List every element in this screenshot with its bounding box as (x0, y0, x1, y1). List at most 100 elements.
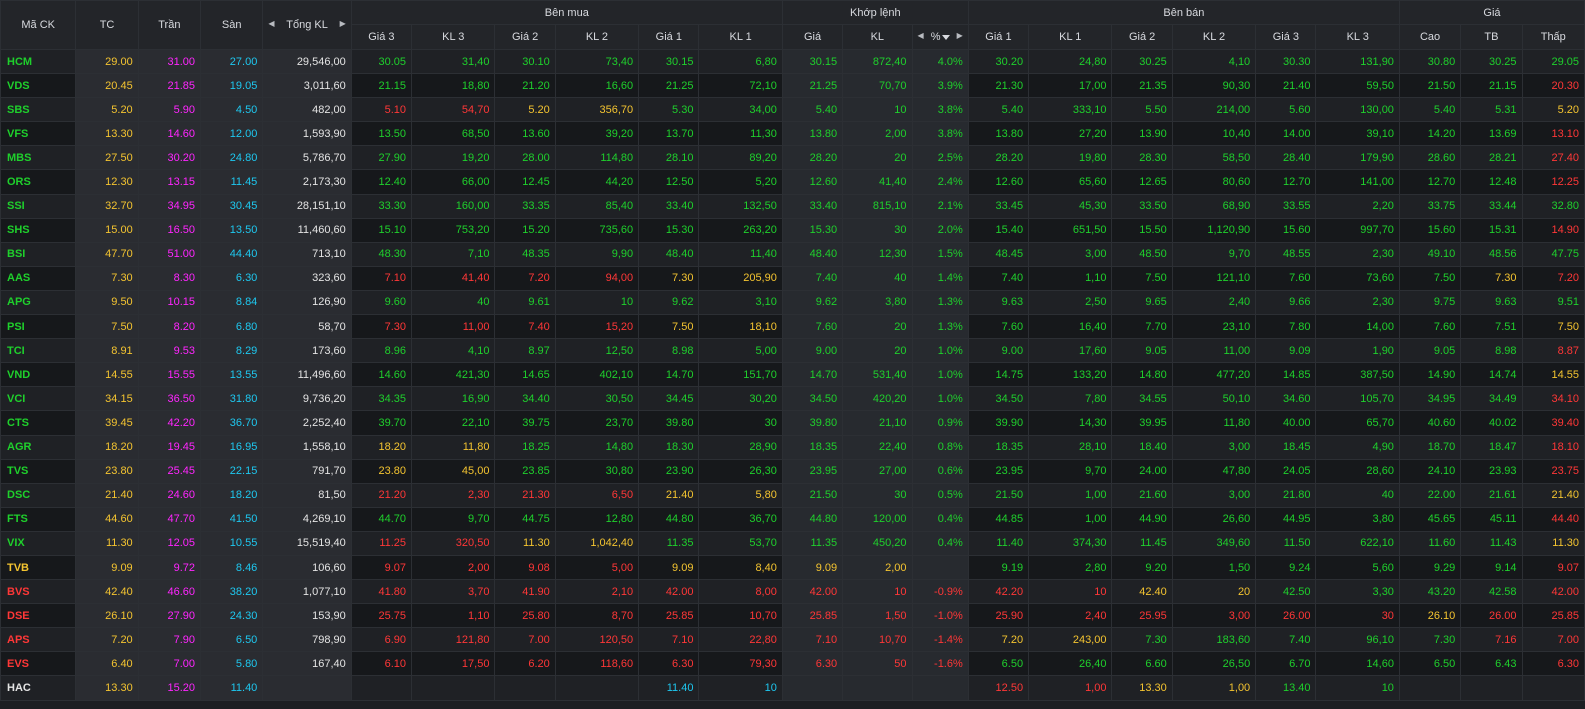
cell-bid1: 21.40 (638, 482, 700, 508)
col-bid3[interactable]: Giá 3 (350, 24, 413, 50)
col-avg[interactable]: TB (1460, 24, 1523, 50)
table-row[interactable]: DSC 21.40 24.60 18.20 81,50 21.20 2,30 21.30 6,5… (0, 482, 1585, 508)
cell-symbol[interactable]: EVS (0, 651, 77, 677)
cell-symbol[interactable]: ORS (0, 169, 77, 195)
table-row[interactable]: VDS 20.45 21.85 19.05 3,011,60 21.15 18,80 21.2… (0, 73, 1585, 99)
cell-ask2: 30.25 (1111, 48, 1173, 75)
col-askvol3[interactable]: KL 3 (1315, 24, 1400, 50)
cell-avg: 13.69 (1460, 121, 1523, 147)
cell-symbol[interactable]: VFS (0, 121, 77, 147)
cell-ref: 18.20 (75, 434, 139, 460)
cell-symbol[interactable]: SSI (0, 193, 77, 219)
col-match-price[interactable]: Giá (781, 24, 844, 50)
col-ceil[interactable]: Trần (137, 0, 202, 50)
table-row[interactable]: ORS 12.30 13.15 11.45 2,173,30 12.40 66,00 12.4… (0, 169, 1585, 195)
cell-bidvol1: 132,50 (698, 193, 783, 219)
table-row[interactable]: VIX 11.30 12.05 10.55 15,519,40 11.25 320,50 11… (0, 530, 1585, 556)
sort-desc-icon[interactable] (941, 35, 950, 40)
col-ask1[interactable]: Giá 1 (967, 24, 1030, 50)
cell-symbol[interactable]: AGR (0, 434, 77, 460)
table-row[interactable]: AAS 7.30 8.30 6.30 323,60 7.10 41,40 7.20 94,00 7… (0, 265, 1585, 291)
cell-symbol[interactable]: VIX (0, 530, 77, 556)
cell-askvol2: 26,60 (1171, 506, 1257, 532)
table-row[interactable]: TVB 9.09 9.72 8.46 106,60 9.07 2,00 9.08 5,00 9.0… (0, 554, 1585, 581)
caret-left-icon[interactable]: ◀ (917, 31, 924, 40)
cell-symbol[interactable]: BSI (0, 241, 77, 267)
col-ask3[interactable]: Giá 3 (1255, 24, 1317, 50)
col-high[interactable]: Cao (1398, 24, 1462, 50)
col-symbol[interactable]: Mã CK (0, 0, 77, 50)
col-askvol2[interactable]: KL 2 (1171, 24, 1257, 50)
caret-left-icon[interactable]: ◀ (268, 19, 275, 28)
cell-symbol[interactable]: VND (0, 362, 77, 388)
cell-symbol[interactable]: SHS (0, 217, 77, 243)
cell-symbol[interactable]: VCI (0, 386, 77, 412)
cell-symbol[interactable]: DSE (0, 603, 77, 629)
col-ask2[interactable]: Giá 2 (1111, 24, 1173, 50)
cell-bidvol3: 320,50 (411, 530, 496, 556)
table-row[interactable]: FTS 44.60 47.70 41.50 4,269,10 44.70 9,70 44.75… (0, 506, 1585, 532)
table-row[interactable]: MBS 27.50 30.20 24.80 5,786,70 27.90 19,20 28.0… (0, 145, 1585, 171)
col-bidvol1[interactable]: KL 1 (698, 24, 783, 50)
col-bid2[interactable]: Giá 2 (494, 24, 556, 50)
cell-symbol[interactable]: TVB (0, 554, 77, 581)
table-row[interactable]: TVS 23.80 25.45 22.15 791,70 23.80 45,00 23.85 3… (0, 458, 1585, 484)
caret-right-icon[interactable]: ▶ (956, 31, 963, 40)
cell-symbol[interactable]: APS (0, 627, 77, 653)
cell-symbol[interactable]: MBS (0, 145, 77, 171)
table-row[interactable]: DSE 26.10 27.90 24.30 153,90 25.75 1,10 25.80 8,… (0, 603, 1585, 629)
cell-symbol[interactable]: DSC (0, 482, 77, 508)
col-change-pct[interactable]: ◀ % ▶ (911, 24, 969, 50)
table-row[interactable]: CTS 39.45 42.20 36.70 2,252,40 39.70 22,10 39.7… (0, 410, 1585, 436)
cell-symbol[interactable]: HCM (0, 48, 77, 75)
cell-symbol[interactable]: FTS (0, 506, 77, 532)
table-row[interactable]: SSI 32.70 34.95 30.45 28,151,10 33.30 160,00 33… (0, 193, 1585, 219)
cell-bid3 (350, 675, 413, 701)
cell-low: 44.40 (1521, 506, 1585, 532)
cell-symbol[interactable]: PSI (0, 314, 77, 340)
table-row[interactable]: HAC 13.30 15.20 11.40 11.40 10 12.50 1,00 13.30 1… (0, 675, 1585, 701)
col-match-vol[interactable]: KL (842, 24, 913, 50)
col-ref[interactable]: TC (75, 0, 139, 50)
table-row[interactable]: APG 9.50 10.15 8.84 126,90 9.60 40 9.61 10 9.62 3,… (0, 289, 1585, 316)
cell-high: 33.75 (1398, 193, 1462, 219)
cell-askvol3: 2,30 (1315, 241, 1400, 267)
cell-symbol[interactable]: AAS (0, 265, 77, 291)
table-row[interactable]: APS 7.20 7.90 6.50 798,90 6.90 121,80 7.00 120,5… (0, 627, 1585, 653)
col-floor[interactable]: Sàn (199, 0, 264, 50)
cell-high: 30.80 (1398, 48, 1462, 75)
table-row[interactable]: BSI 47.70 51.00 44.40 713,10 48.30 7,10 48.35 9,… (0, 241, 1585, 267)
col-low[interactable]: Thấp (1521, 24, 1585, 50)
col-bidvol2[interactable]: KL 2 (554, 24, 640, 50)
cell-symbol[interactable]: HAC (0, 675, 77, 701)
cell-ask3: 33.55 (1255, 193, 1317, 219)
cell-ask3: 5.60 (1255, 97, 1317, 123)
table-row[interactable]: SHS 15.00 16.50 13.50 11,460,60 15.10 753,20 15… (0, 217, 1585, 243)
col-bid1[interactable]: Giá 1 (638, 24, 700, 50)
table-row[interactable]: HCM 29.00 31.00 27.00 29,546,00 30.05 31,40 30.… (0, 48, 1585, 75)
table-row[interactable]: EVS 6.40 7.00 5.80 167,40 6.10 17,50 6.20 118,60… (0, 651, 1585, 677)
cell-symbol[interactable]: APG (0, 289, 77, 316)
table-row[interactable]: AGR 18.20 19.45 16.95 1,558,10 18.20 11,80 18.2… (0, 434, 1585, 460)
cell-symbol[interactable]: SBS (0, 97, 77, 123)
cell-high: 24.10 (1398, 458, 1462, 484)
cell-bid3: 27.90 (350, 145, 413, 171)
caret-right-icon[interactable]: ▶ (339, 19, 346, 28)
table-row[interactable]: VCI 34.15 36.50 31.80 9,736,20 34.35 16,90 34.4… (0, 386, 1585, 412)
cell-symbol[interactable]: CTS (0, 410, 77, 436)
cell-symbol[interactable]: BVS (0, 579, 77, 605)
cell-symbol[interactable]: TVS (0, 458, 77, 484)
cell-symbol[interactable]: TCI (0, 338, 77, 364)
cell-avg: 21.61 (1460, 482, 1523, 508)
table-row[interactable]: TCI 8.91 9.53 8.29 173,60 8.96 4,10 8.97 12,50 8.… (0, 338, 1585, 364)
table-row[interactable]: VFS 13.30 14.60 12.00 1,593,90 13.50 68,50 13.6… (0, 121, 1585, 147)
table-row[interactable]: SBS 5.20 5.90 4.50 482,00 5.10 54,70 5.20 356,70… (0, 97, 1585, 123)
cell-bid1: 11.35 (638, 530, 700, 556)
table-row[interactable]: VND 14.55 15.55 13.55 11,496,60 14.60 421,30 14… (0, 362, 1585, 388)
cell-symbol[interactable]: VDS (0, 73, 77, 99)
table-row[interactable]: PSI 7.50 8.20 6.80 58,70 7.30 11,00 7.40 15,20 7.… (0, 314, 1585, 340)
table-row[interactable]: BVS 42.40 46.60 38.20 1,077,10 41.80 3,70 41.90… (0, 579, 1585, 605)
col-total-volume[interactable]: ◀ Tổng KL ▶ (262, 0, 352, 50)
col-askvol1[interactable]: KL 1 (1028, 24, 1113, 50)
col-bidvol3[interactable]: KL 3 (411, 24, 496, 50)
